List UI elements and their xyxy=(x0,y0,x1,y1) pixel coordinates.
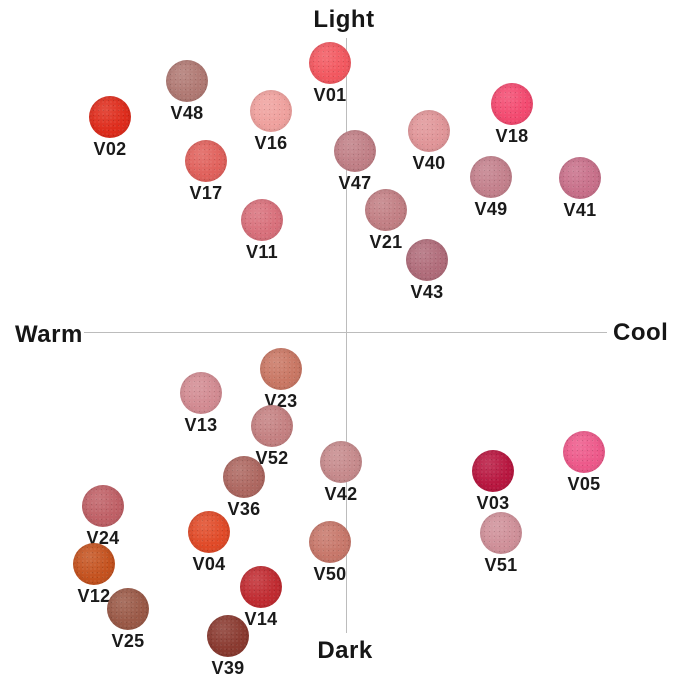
shade-swatch xyxy=(82,485,124,527)
shade-swatch xyxy=(320,441,362,483)
shade-label: V51 xyxy=(484,555,518,575)
shade-swatch xyxy=(207,615,249,657)
shade-label: V40 xyxy=(412,153,446,173)
shade-swatch xyxy=(89,96,131,138)
shade-label: V18 xyxy=(495,126,529,146)
shade-label: V41 xyxy=(563,200,597,220)
shade-swatch xyxy=(309,42,351,84)
warm-cool-axis-line xyxy=(84,332,607,333)
shade-swatch xyxy=(185,140,227,182)
shade-swatch xyxy=(73,543,115,585)
shade-swatch xyxy=(251,405,293,447)
shade-label: V13 xyxy=(184,415,218,435)
shade-label: V12 xyxy=(77,586,111,606)
shade-swatch xyxy=(563,431,605,473)
shade-label: V49 xyxy=(474,199,508,219)
shade-label: V52 xyxy=(255,448,289,468)
axis-label-dark: Dark xyxy=(317,637,373,664)
shade-swatch xyxy=(472,450,514,492)
shade-swatch xyxy=(408,110,450,152)
shade-swatch xyxy=(365,189,407,231)
shade-label: V16 xyxy=(254,133,288,153)
shade-swatch xyxy=(406,239,448,281)
shade-label: V17 xyxy=(189,183,223,203)
shade-label: V03 xyxy=(476,493,510,513)
shade-swatch xyxy=(241,199,283,241)
shade-swatch xyxy=(240,566,282,608)
axis-label-light: Light xyxy=(313,6,375,33)
shade-label: V47 xyxy=(338,173,372,193)
shade-swatch xyxy=(309,521,351,563)
shade-swatch xyxy=(334,130,376,172)
shade-label: V05 xyxy=(567,474,601,494)
shade-label: V42 xyxy=(324,484,358,504)
shade-label: V11 xyxy=(246,242,278,262)
shade-swatch xyxy=(107,588,149,630)
shade-swatch xyxy=(480,512,522,554)
shade-label: V36 xyxy=(227,499,261,519)
axis-label-warm: Warm xyxy=(15,321,83,348)
shade-swatch xyxy=(250,90,292,132)
shade-swatch xyxy=(223,456,265,498)
shade-label: V02 xyxy=(93,139,127,159)
shade-label: V39 xyxy=(211,658,245,678)
shade-swatch xyxy=(491,83,533,125)
shade-swatch xyxy=(188,511,230,553)
light-dark-axis-line xyxy=(346,38,347,633)
shade-swatch xyxy=(470,156,512,198)
shade-label: V01 xyxy=(313,85,347,105)
shade-swatch xyxy=(260,348,302,390)
shade-label: V48 xyxy=(170,103,204,123)
shade-label: V21 xyxy=(369,232,403,252)
shade-label: V50 xyxy=(313,564,347,584)
axis-label-cool: Cool xyxy=(613,319,669,346)
shade-swatch xyxy=(180,372,222,414)
shade-label: V43 xyxy=(410,282,444,302)
shade-label: V04 xyxy=(192,554,226,574)
shade-swatch xyxy=(166,60,208,102)
shade-label: V14 xyxy=(244,609,278,629)
shade-label: V25 xyxy=(111,631,145,651)
shade-swatch xyxy=(559,157,601,199)
